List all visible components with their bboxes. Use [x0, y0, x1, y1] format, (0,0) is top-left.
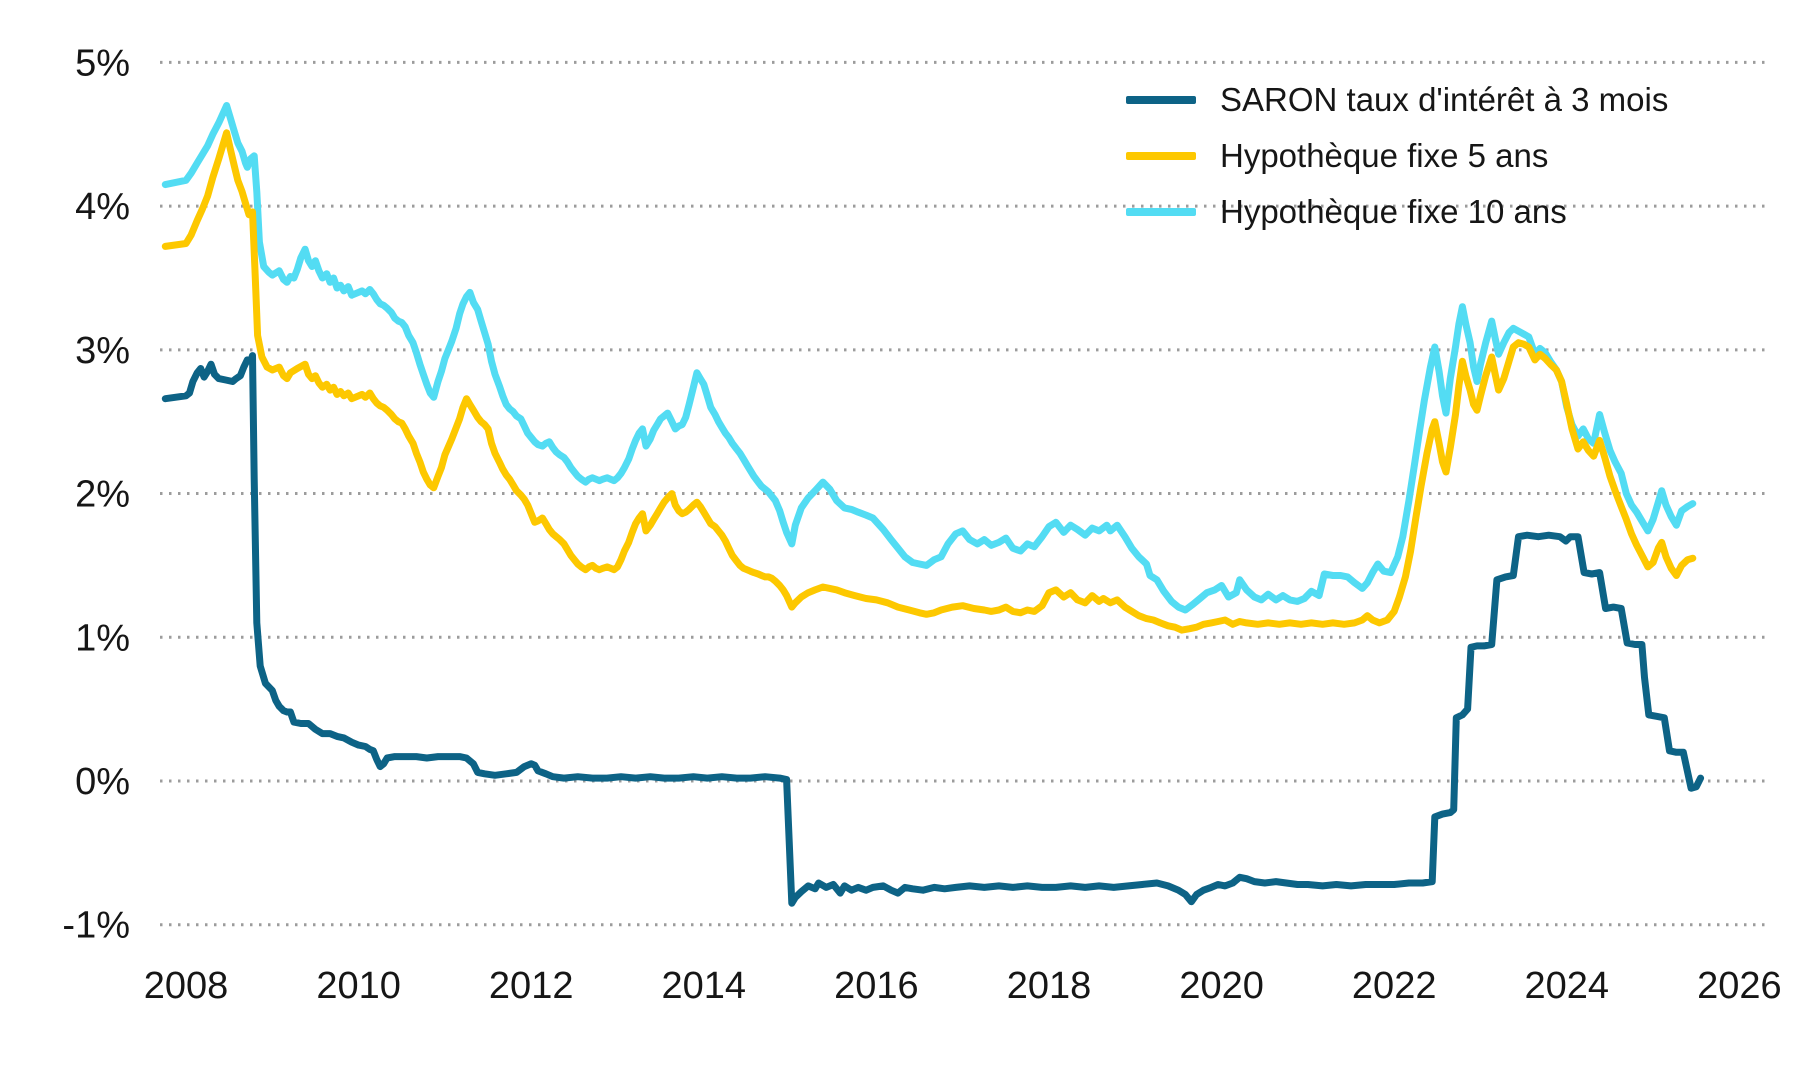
- y-tick-label: 5%: [75, 42, 130, 84]
- y-tick-label: 3%: [75, 330, 130, 372]
- y-tick-label: 2%: [75, 474, 130, 516]
- y-tick-label: 1%: [75, 617, 130, 659]
- x-tick-label: 2024: [1525, 965, 1610, 1007]
- legend-item-saron: SARON taux d'intérêt à 3 mois: [1126, 72, 1668, 128]
- y-tick-label: 4%: [75, 186, 130, 228]
- legend-label-fixe-10-ans: Hypothèque fixe 10 ans: [1220, 193, 1567, 230]
- x-tick-label: 2008: [144, 965, 229, 1007]
- x-tick-label: 2018: [1007, 965, 1092, 1007]
- x-tick-label: 2012: [489, 965, 574, 1007]
- x-tick-label: 2010: [316, 965, 401, 1007]
- x-tick-label: 2020: [1179, 965, 1264, 1007]
- saron-3m-line: [161, 352, 1705, 907]
- fixe-5-ans-line: [161, 129, 1697, 634]
- legend-label-saron: SARON taux d'intérêt à 3 mois: [1220, 81, 1669, 118]
- x-tick-label: 2014: [662, 965, 747, 1007]
- legend-swatch-saron: [1126, 96, 1196, 104]
- x-tick-label: 2026: [1697, 965, 1782, 1007]
- legend: SARON taux d'intérêt à 3 mois Hypothèque…: [1126, 72, 1668, 240]
- legend-label-fixe-5-ans: Hypothèque fixe 5 ans: [1220, 137, 1549, 174]
- fixe-10-ans-line: [161, 102, 1697, 614]
- y-tick-label: -1%: [62, 905, 130, 947]
- legend-item-fixe-5-ans: Hypothèque fixe 5 ans: [1126, 128, 1668, 184]
- y-tick-label: 0%: [75, 761, 130, 803]
- x-tick-label: 2022: [1352, 965, 1437, 1007]
- legend-item-fixe-10-ans: Hypothèque fixe 10 ans: [1126, 184, 1668, 240]
- legend-swatch-fixe-5-ans: [1126, 152, 1196, 160]
- legend-swatch-fixe-10-ans: [1126, 208, 1196, 216]
- x-tick-label: 2016: [834, 965, 919, 1007]
